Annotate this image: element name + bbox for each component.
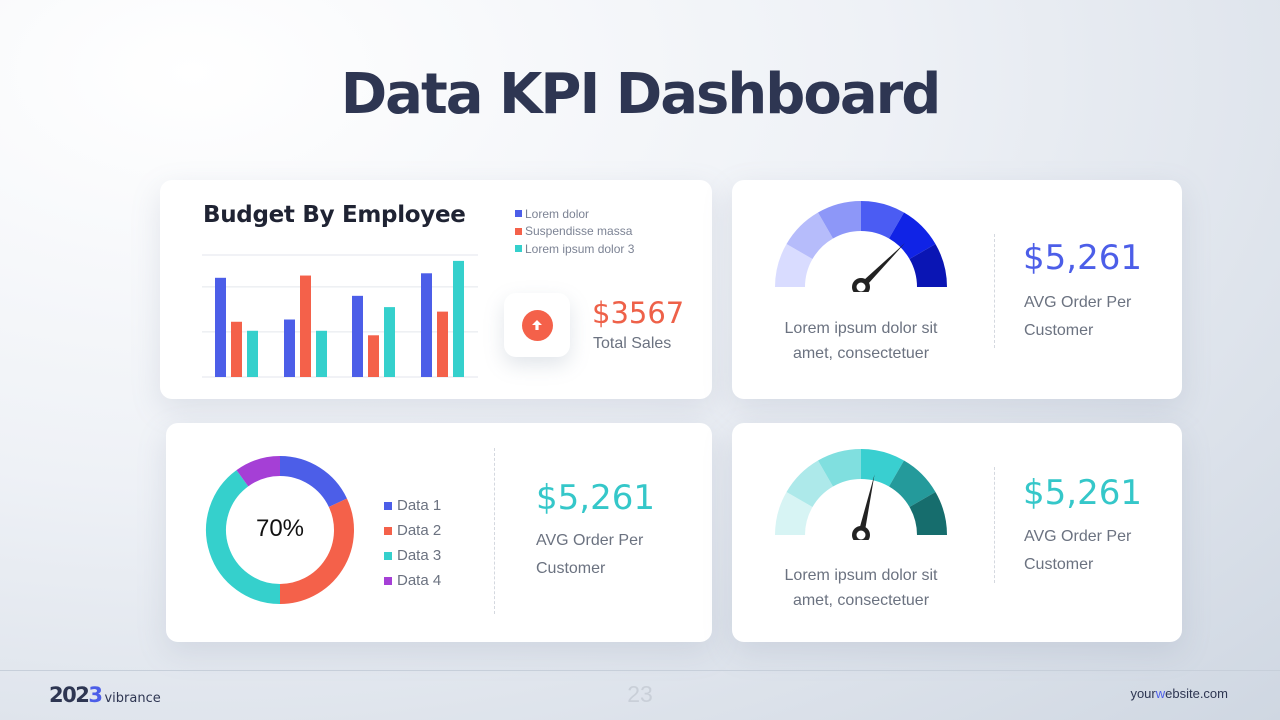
kpi-label: AVG Order Per Customer <box>1024 289 1131 345</box>
donut-slice <box>279 498 354 604</box>
brand-name: vibrance <box>104 691 161 706</box>
legend-label: Data 2 <box>397 522 442 539</box>
legend-item: Suspendisse massa <box>515 223 634 241</box>
legend-item: Data 2 <box>384 518 441 543</box>
legend-swatch-teal <box>384 551 392 560</box>
caption-line: Lorem ipsum dolor sit <box>784 320 938 337</box>
total-sales-label: Total Sales <box>593 335 672 352</box>
divider <box>494 448 495 614</box>
gauge-needle <box>852 243 905 292</box>
kpi-label: AVG Order Per Customer <box>536 527 643 583</box>
bar <box>352 295 363 377</box>
website-link[interactable]: yourwebsite.com <box>1130 686 1228 701</box>
budget-card: Budget By Employee Lorem dolor Suspendis… <box>160 180 712 399</box>
budget-legend: Lorem dolor Suspendisse massa Lorem ipsu… <box>515 205 634 258</box>
gauge-segment <box>786 460 833 507</box>
bar <box>231 321 242 377</box>
legend-swatch-red <box>515 227 522 235</box>
gauge-segment <box>889 460 936 507</box>
legend-label: Lorem ipsum dolor 3 <box>525 241 635 256</box>
bar <box>368 335 379 377</box>
bar <box>421 273 432 377</box>
legend-item: Lorem ipsum dolor 3 <box>515 240 634 258</box>
donut-card: 70% Data 1 Data 2 Data 3 Data 4 $5,261 A… <box>166 423 712 642</box>
bar <box>316 330 327 377</box>
gauge-segment <box>818 449 861 487</box>
footer-divider <box>0 670 1280 671</box>
kpi-label-line: AVG Order Per <box>1024 528 1132 545</box>
legend-label: Data 3 <box>397 547 442 564</box>
gauge-segment <box>909 244 947 287</box>
budget-bar-chart <box>202 254 478 378</box>
gauge-segment <box>775 244 813 287</box>
website-prefix: your <box>1130 686 1156 701</box>
kpi-value: $5,261 <box>1023 238 1142 278</box>
gauge-blue <box>775 201 947 292</box>
legend-item: Lorem dolor <box>515 205 634 223</box>
bar <box>247 330 258 377</box>
brand-year-accent: 3 <box>88 683 103 707</box>
kpi-label-line: AVG Order Per <box>536 532 644 549</box>
legend-item: Data 1 <box>384 493 441 518</box>
donut-center-label: 70% <box>255 515 305 542</box>
gauge-needle <box>852 474 875 540</box>
legend-label: Data 4 <box>397 572 442 589</box>
caption-line: amet, consectetuer <box>792 592 930 609</box>
bar <box>284 319 295 377</box>
website-suffix: ebsite.com <box>1165 686 1228 701</box>
kpi-label-line: Customer <box>1024 322 1094 339</box>
legend-swatch-blue <box>515 210 522 218</box>
legend-label: Lorem dolor <box>525 206 590 221</box>
legend-swatch-purple <box>384 576 392 585</box>
gauge-segment <box>861 201 904 239</box>
bar <box>300 275 311 377</box>
legend-label: Suspendisse massa <box>525 224 633 239</box>
legend-swatch-blue <box>384 501 392 510</box>
donut-chart <box>206 456 354 604</box>
donut-slice <box>236 456 281 487</box>
kpi-label: AVG Order Per Customer <box>1024 523 1131 579</box>
kpi-label-line: Customer <box>536 560 606 577</box>
bar <box>437 311 448 377</box>
total-sales-icon-box <box>504 293 570 357</box>
divider <box>994 467 995 583</box>
kpi-value: $5,261 <box>1023 473 1142 513</box>
caption-line: amet, consectetuer <box>792 345 930 362</box>
page-number: 23 <box>627 681 653 707</box>
gauge-caption: Lorem ipsum dolor sit amet, consectetuer <box>761 563 961 613</box>
bar <box>215 277 226 377</box>
gauge-segment <box>775 492 813 535</box>
gauge-card-blue: Lorem ipsum dolor sit amet, consectetuer… <box>732 180 1182 399</box>
gauge-caption: Lorem ipsum dolor sit amet, consectetuer <box>761 316 961 366</box>
legend-item: Data 3 <box>384 543 441 568</box>
budget-title: Budget By Employee <box>203 202 466 228</box>
divider <box>994 234 995 348</box>
gauge-segment <box>909 492 947 535</box>
donut-slice <box>206 470 281 604</box>
gauge-segment <box>861 449 904 487</box>
total-sales-value: $3567 <box>592 296 685 330</box>
donut-legend: Data 1 Data 2 Data 3 Data 4 <box>384 493 441 593</box>
legend-item: Data 4 <box>384 568 441 593</box>
gauge-segment <box>786 212 833 259</box>
gauge-card-teal: Lorem ipsum dolor sit amet, consectetuer… <box>732 423 1182 642</box>
kpi-label-line: Customer <box>1024 556 1094 573</box>
legend-swatch-teal <box>515 245 522 253</box>
legend-swatch-red <box>384 526 392 535</box>
gauge-segment <box>818 201 861 239</box>
gauge-teal <box>775 449 947 540</box>
brand-logo: 2023 vibrance <box>49 683 161 707</box>
bar <box>453 260 464 377</box>
kpi-label-line: AVG Order Per <box>1024 294 1132 311</box>
caption-line: Lorem ipsum dolor sit <box>784 567 938 584</box>
arrow-up-icon <box>521 309 553 341</box>
bar <box>384 307 395 377</box>
kpi-value: $5,261 <box>536 478 655 518</box>
page-title: Data KPI Dashboard <box>340 62 942 127</box>
legend-label: Data 1 <box>397 497 442 514</box>
brand-year: 202 <box>49 683 90 707</box>
website-accent: w <box>1155 686 1166 701</box>
donut-slice <box>279 456 347 508</box>
